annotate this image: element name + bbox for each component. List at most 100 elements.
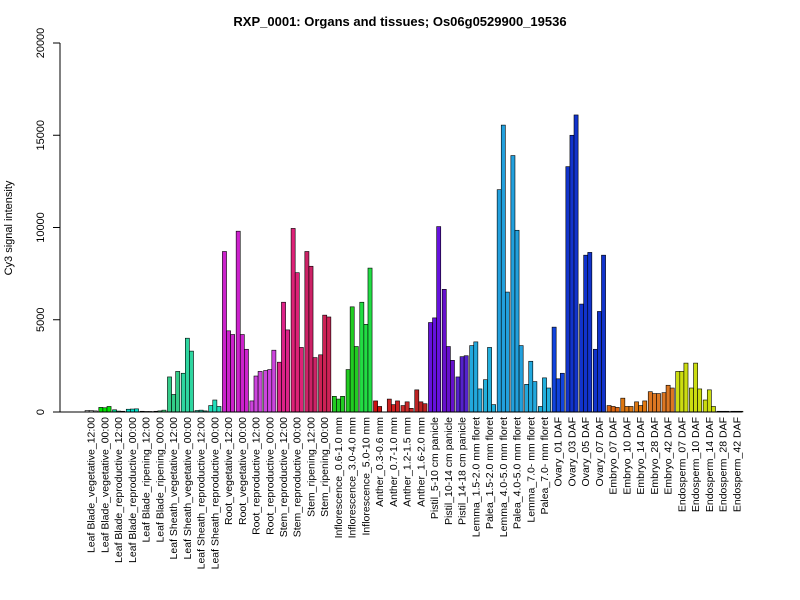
bar <box>422 403 428 413</box>
x-tick-label: Ovary_01 DAF <box>553 417 565 486</box>
x-tick-label: Embryo_28 DAF <box>649 417 661 495</box>
y-tick-label: 10000 <box>35 212 47 243</box>
bar <box>702 399 708 413</box>
x-tick-label: Leaf Sheath_reproductive_12:00 <box>196 417 208 570</box>
y-tick-label: 15000 <box>35 120 47 151</box>
bar <box>689 387 694 413</box>
bar <box>459 356 465 413</box>
bar <box>290 228 296 413</box>
x-tick-label: Lemma_4.0-5.0 mm floret <box>498 417 510 537</box>
bar <box>304 251 310 413</box>
bar <box>418 401 424 413</box>
x-tick-label: Leaf Sheath_vegetative_12:00 <box>168 417 180 560</box>
bar <box>601 254 606 413</box>
bar <box>267 369 273 413</box>
x-tick-label: Inflorescence_0.6-1.0 mm <box>333 417 345 539</box>
x-tick-label: Embryo_14 DAF <box>635 417 647 495</box>
bar <box>432 317 437 413</box>
bar <box>408 408 414 413</box>
x-tick-label: Palea_4.0-5.0 mm floret <box>512 417 524 529</box>
bar <box>331 396 337 413</box>
bar <box>491 404 497 413</box>
bar <box>518 345 524 413</box>
bar <box>642 400 648 413</box>
bar <box>185 337 190 413</box>
x-tick-label: Root_reproductive_12:00 <box>251 417 263 535</box>
x-tick-label: Endosperm_14 DAF <box>704 417 716 512</box>
bar <box>171 394 176 413</box>
x-tick-label: Anther_1.2-1.5 mm <box>402 417 414 507</box>
bar <box>175 371 181 413</box>
bar <box>665 384 671 413</box>
bar <box>652 393 657 413</box>
bar <box>614 407 620 413</box>
x-tick-label: Ovary_05 DAF <box>580 417 592 486</box>
x-tick-label: Embryo_07 DAF <box>608 417 620 495</box>
bar <box>555 378 561 413</box>
bar <box>322 314 328 413</box>
y-tick-label: 20000 <box>35 28 47 59</box>
bar <box>336 398 341 413</box>
bar <box>483 379 488 413</box>
bar <box>257 371 263 413</box>
bar <box>367 267 373 413</box>
bar <box>514 229 520 413</box>
bar <box>496 189 502 413</box>
bar <box>441 289 447 413</box>
x-tick-label: Endosperm_42 DAF <box>731 417 743 512</box>
bar <box>610 406 616 413</box>
bar <box>542 377 547 413</box>
bar <box>587 252 593 413</box>
x-tick-label: Embryo_42 DAF <box>663 417 675 495</box>
bar <box>326 316 332 413</box>
bar <box>445 346 451 413</box>
bar <box>235 230 241 413</box>
x-tick-label: Anther_1.6-2.0 mm <box>415 417 427 507</box>
x-tick-label: Leaf Blade_vegetative_00:00 <box>99 417 111 553</box>
bar <box>212 399 218 413</box>
bar <box>106 406 112 413</box>
bar <box>391 404 396 413</box>
bar <box>216 406 222 413</box>
bar <box>285 329 290 413</box>
x-tick-label: Pistil_10-14 cm panicle <box>443 417 455 525</box>
bar <box>230 334 236 413</box>
y-axis: 0 5000 10000 15000 20000 <box>35 28 61 415</box>
x-tick-label: Lemma_1.5-2.0 mm floret <box>470 417 482 537</box>
bar <box>277 361 282 413</box>
bar <box>693 362 698 413</box>
bar <box>487 347 492 413</box>
x-tick-label: Palea_1.5-2.0 mm floret <box>484 417 496 529</box>
bar <box>189 350 194 413</box>
bar <box>386 398 392 413</box>
bar <box>569 134 575 413</box>
bar <box>597 311 602 413</box>
x-tick-label: Root_vegetative_00:00 <box>237 417 249 525</box>
bar <box>373 400 378 413</box>
bar <box>510 155 516 413</box>
bar <box>628 406 634 413</box>
bar <box>414 389 420 413</box>
x-tick-label: Root_vegetative_12:00 <box>223 417 235 525</box>
bar <box>500 124 506 413</box>
x-tick-label: Leaf Sheath_vegetative_00:00 <box>182 417 194 560</box>
bar <box>400 405 406 413</box>
x-tick-label: Anther_0.3-0.6 mm <box>374 417 386 507</box>
bar <box>294 272 300 413</box>
y-tick-label: 0 <box>35 409 47 415</box>
bar <box>377 406 383 413</box>
bar <box>546 387 551 413</box>
bar <box>318 354 323 413</box>
bar <box>579 303 584 413</box>
bar <box>573 114 579 413</box>
bar <box>167 376 172 413</box>
bar <box>669 387 675 413</box>
bar <box>661 392 667 413</box>
bar <box>353 346 359 413</box>
bar <box>505 291 510 413</box>
x-tick-label: Embryo_10 DAF <box>621 417 633 495</box>
x-tick-label: Stem_reproductive_12:00 <box>278 417 290 537</box>
x-tick-label: Leaf Blade_reproductive_12:00 <box>113 417 125 563</box>
bar <box>249 400 255 413</box>
bar <box>647 391 653 413</box>
